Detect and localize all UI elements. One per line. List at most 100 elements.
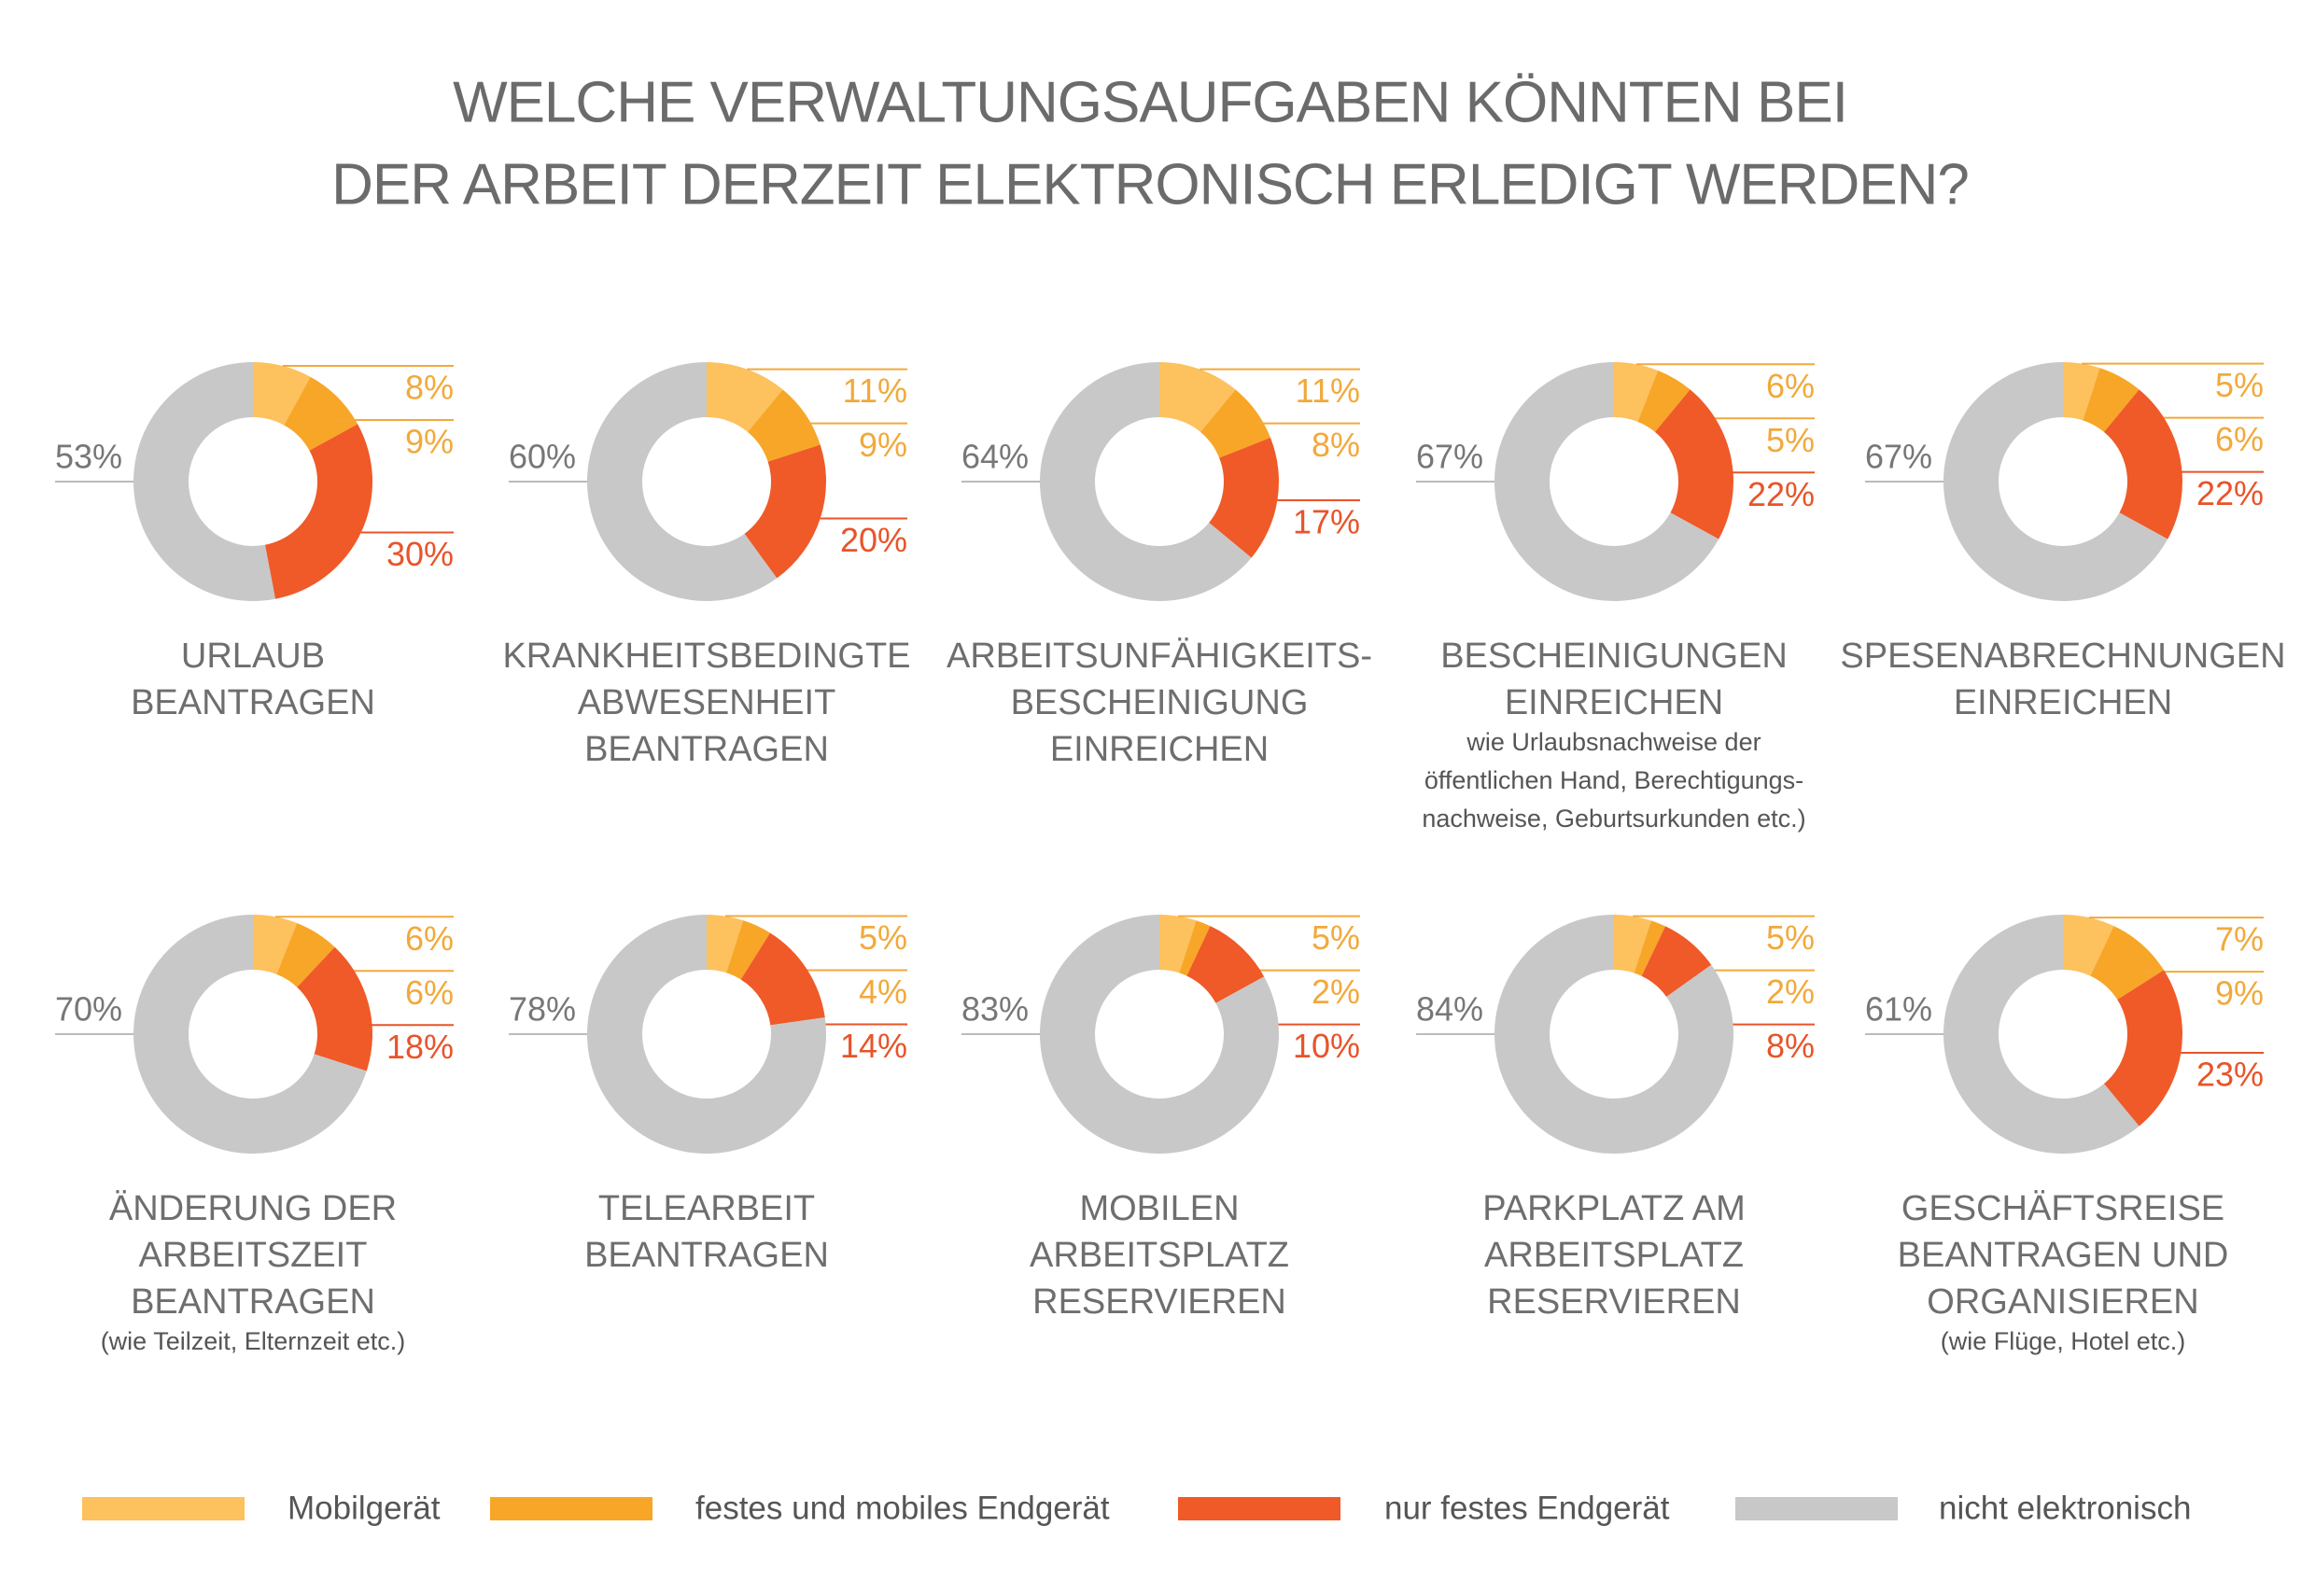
donut-slice <box>707 362 783 432</box>
value-label: 2% <box>1766 973 1815 1011</box>
chart-label: BEANTRAGEN <box>131 1282 375 1322</box>
chart-label: ORGANISIEREN <box>1927 1282 2198 1322</box>
value-label: 60% <box>509 438 576 476</box>
chart-label: ARBEITSPLATZ <box>1030 1236 1289 1275</box>
value-label: 23% <box>2196 1056 2264 1094</box>
donut-slice <box>1039 362 1252 601</box>
donut-slice <box>740 932 825 1026</box>
value-label: 14% <box>840 1027 907 1065</box>
chart-label: ÄNDERUNG DER <box>109 1189 397 1228</box>
donut-slice <box>1179 920 1211 976</box>
donut-slice <box>707 915 744 973</box>
chart-label: BEANTRAGEN <box>131 683 375 722</box>
value-label: 7% <box>2215 920 2264 959</box>
donut-slice <box>2103 389 2183 539</box>
chart-label: BESCHEINIGUNGEN <box>1440 637 1788 676</box>
value-label: 4% <box>859 973 907 1011</box>
value-label: 20% <box>840 521 907 559</box>
legend-swatch <box>1178 1497 1340 1520</box>
value-label: 64% <box>961 438 1029 476</box>
donut-slice <box>1159 915 1197 973</box>
title: DER ARBEIT DERZEIT ELEKTRONISCH ERLEDIGT… <box>331 152 1969 217</box>
donut-slice <box>747 389 821 462</box>
donut-slice <box>1200 389 1271 458</box>
donut-slice <box>1943 362 2168 602</box>
value-label: 5% <box>859 918 907 957</box>
value-label: 8% <box>1766 1027 1815 1065</box>
value-label: 9% <box>859 426 907 464</box>
donut-slice <box>2090 926 2165 1001</box>
value-label: 67% <box>1865 438 1932 476</box>
chart-note: öffentlichen Hand, Berechtigungs- <box>1424 766 1803 794</box>
value-label: 67% <box>1416 438 1483 476</box>
value-label: 5% <box>1766 918 1815 957</box>
value-label: 6% <box>405 973 454 1012</box>
value-label: 18% <box>386 1028 454 1066</box>
value-label: 53% <box>55 438 122 476</box>
value-label: 8% <box>1312 426 1360 464</box>
chart-label: PARKPLATZ AM <box>1482 1189 1746 1228</box>
value-label: 5% <box>1312 918 1360 957</box>
legend-label: festes und mobiles Endgerät <box>695 1490 1110 1526</box>
donut-slice <box>133 915 367 1154</box>
donut-slice <box>2063 915 2114 976</box>
title: WELCHE VERWALTUNGSAUFGABEN KÖNNTEN BEI <box>453 70 1847 134</box>
legend-swatch <box>490 1497 652 1520</box>
donut-slice <box>2103 970 2182 1127</box>
chart-note: nachweise, Geburtsurkunden etc.) <box>1422 805 1805 833</box>
chart-label: ARBEITSPLATZ <box>1484 1236 1744 1275</box>
value-label: 8% <box>405 369 454 407</box>
legend-swatch <box>1735 1497 1898 1520</box>
value-label: 9% <box>405 423 454 461</box>
chart-label: EINREICHEN <box>1954 683 2172 722</box>
chart-note: wie Urlaubsnachweise der <box>1466 728 1761 756</box>
donut-slice <box>253 915 298 974</box>
value-label: 83% <box>961 990 1029 1029</box>
donut-slice <box>1634 920 1666 976</box>
donut-slice <box>1654 389 1733 539</box>
donut-slice <box>1040 915 1279 1154</box>
value-label: 9% <box>2215 974 2264 1013</box>
chart-note: (wie Teilzeit, Elternzeit etc.) <box>101 1327 406 1355</box>
donut-slice <box>1186 926 1265 1003</box>
chart-label: BEANTRAGEN UND <box>1898 1236 2229 1275</box>
chart-label: TELEARBEIT <box>598 1189 815 1228</box>
value-label: 10% <box>1293 1027 1360 1065</box>
chart-label: GESCHÄFTSREISE <box>1901 1189 2224 1228</box>
donut-slice <box>297 946 372 1071</box>
value-label: 2% <box>1312 973 1360 1011</box>
donut-slice <box>1494 362 1719 602</box>
chart-label: URLAUB <box>181 637 325 676</box>
donut-slice <box>1494 915 1733 1154</box>
chart-label: ARBEITSZEIT <box>139 1236 368 1275</box>
value-label: 30% <box>386 535 454 573</box>
donut-slice <box>1637 370 1691 432</box>
chart-label: SPESENABRECHNUNGEN <box>1840 637 2285 676</box>
legend-swatch <box>82 1497 245 1520</box>
chart-label: BEANTRAGEN <box>584 730 829 769</box>
chart-label: ARBEITSUNFÄHIGKEITS- <box>947 637 1372 676</box>
donut-slice <box>1943 915 2140 1154</box>
value-label: 78% <box>509 990 576 1029</box>
value-label: 84% <box>1416 990 1483 1029</box>
value-label: 11% <box>1296 371 1360 410</box>
legend-label: nur festes Endgerät <box>1384 1490 1670 1526</box>
chart-label: ABWESENHEIT <box>578 683 836 722</box>
value-label: 22% <box>2196 474 2264 512</box>
donut-slice <box>1209 437 1279 558</box>
donut-slice <box>276 922 335 987</box>
donut-slice <box>1159 362 1236 432</box>
value-label: 17% <box>1293 503 1360 541</box>
donut-slice <box>744 444 826 579</box>
legend-label: nicht elektronisch <box>1939 1490 2191 1526</box>
value-label: 5% <box>1766 421 1815 459</box>
value-label: 22% <box>1747 475 1815 513</box>
chart-label: EINREICHEN <box>1505 683 1723 722</box>
donut-slice <box>726 920 770 980</box>
donut-slice <box>1641 926 1712 997</box>
donut-slice <box>284 376 358 451</box>
value-label: 5% <box>2215 366 2264 404</box>
chart-label: EINREICHEN <box>1050 730 1269 769</box>
donut-slice <box>1614 915 1651 973</box>
